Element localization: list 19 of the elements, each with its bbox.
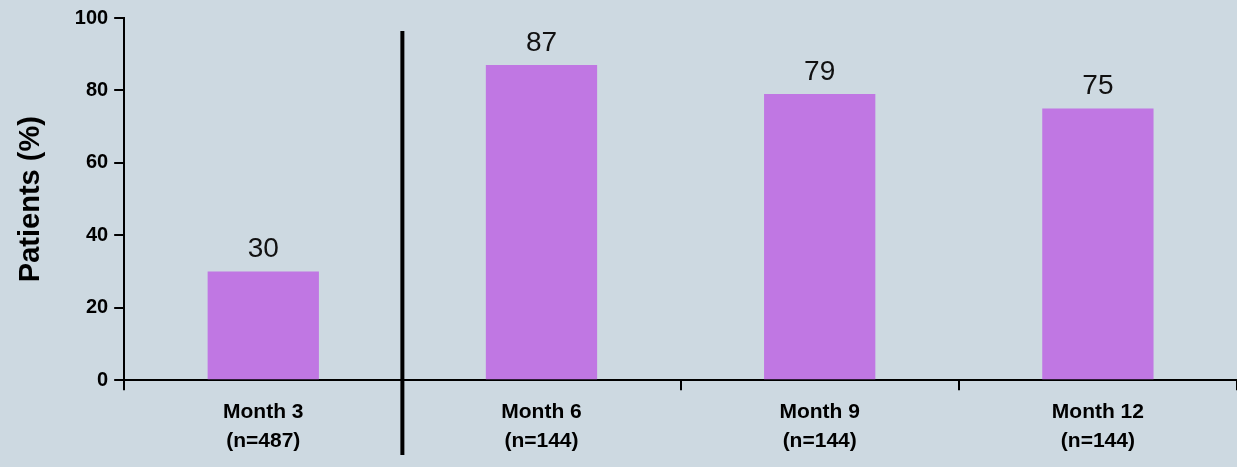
x-tick-label: Month 3 (n=487): [223, 399, 304, 451]
y-tick-label: 40: [85, 222, 109, 245]
bar: [1042, 108, 1154, 380]
data-label: 87: [525, 25, 558, 57]
data-label: 75: [1082, 69, 1114, 101]
data-label: 30: [247, 232, 279, 264]
bar: [485, 65, 598, 380]
y-tick-label: 100: [74, 5, 109, 28]
y-axis-title: Patients (%): [13, 116, 46, 283]
y-tick-label: 60: [85, 150, 109, 173]
y-tick-label: 0: [97, 367, 109, 390]
x-tick-label: Month 6 (n=144): [501, 399, 582, 451]
x-tick-label: Month 9 (n=144): [779, 399, 860, 451]
bar: [207, 271, 319, 380]
x-tick-label: Month 12 (n=144): [1051, 399, 1144, 451]
bar: [764, 94, 876, 380]
y-tick-label: 80: [85, 77, 109, 100]
y-tick-label: 20: [85, 295, 109, 318]
data-label: 79: [804, 54, 836, 86]
